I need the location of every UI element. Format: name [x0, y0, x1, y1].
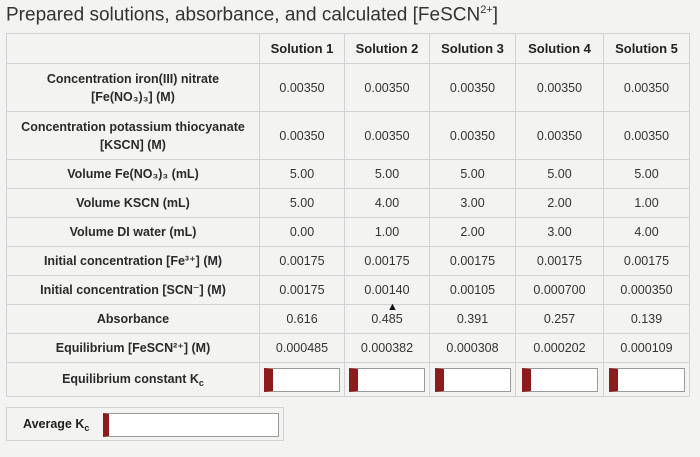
- cell: 3.00: [429, 188, 516, 218]
- cell: 0.00175: [603, 246, 690, 276]
- table-row: Volume Fe(NO₃)₃ (mL) 5.00 5.00 5.00 5.00…: [6, 159, 690, 189]
- kc-cell: [603, 362, 690, 397]
- cell: 5.00: [515, 159, 604, 189]
- col-solution-5: Solution 5: [603, 33, 690, 64]
- cell: 3.00: [515, 217, 604, 247]
- cell: 0.00105: [429, 275, 516, 305]
- cell: 0.000308: [429, 333, 516, 363]
- col-solution-2: Solution 2: [344, 33, 430, 64]
- table-row: Volume KSCN (mL) 5.00 4.00 3.00 2.00 1.0…: [6, 188, 690, 218]
- row-label: Initial concentration [Fe³⁺] (M): [6, 246, 260, 276]
- cell: 0.00: [259, 217, 345, 247]
- kc-cell: [429, 362, 516, 397]
- solutions-table: Solution 1 Solution 2 Solution 3 Solutio…: [6, 33, 690, 397]
- cell: 0.00175: [515, 246, 604, 276]
- row-label-line1: Concentration potassium thiocyanate: [21, 119, 245, 134]
- cell: 2.00: [429, 217, 516, 247]
- cell: 0.00350: [603, 63, 690, 112]
- cell: 0.000700: [515, 275, 604, 305]
- cell: 0.00350: [515, 111, 604, 160]
- cell: 0.00175: [259, 246, 345, 276]
- row-label: Volume Fe(NO₃)₃ (mL): [6, 159, 260, 189]
- row-label: Volume KSCN (mL): [6, 188, 260, 218]
- row-label: Initial concentration [SCN⁻] (M): [6, 275, 260, 305]
- cell: 0.00350: [515, 63, 604, 112]
- kc-cell: [344, 362, 430, 397]
- cell: 0.616: [259, 304, 345, 334]
- kc-label: Equilibrium constant K: [62, 372, 199, 386]
- cell: 5.00: [429, 159, 516, 189]
- kc-cell: [515, 362, 604, 397]
- cell: 5.00: [259, 159, 345, 189]
- kc-input-3[interactable]: [434, 367, 511, 392]
- cell: 0.00350: [603, 111, 690, 160]
- table-row: Initial concentration [Fe³⁺] (M) 0.00175…: [6, 246, 690, 276]
- col-solution-3: Solution 3: [429, 33, 516, 64]
- header-row: Solution 1 Solution 2 Solution 3 Solutio…: [6, 33, 690, 64]
- title-end: ]: [492, 4, 499, 26]
- title-sup: 2+: [480, 4, 493, 16]
- corner-cell: [6, 33, 260, 64]
- cell: 2.00: [515, 188, 604, 218]
- cell: 4.00: [344, 188, 430, 218]
- row-label-line2: [Fe(NO₃)₃] (M): [91, 89, 175, 104]
- kc-label-sub: c: [198, 378, 204, 388]
- cell: 0.391: [429, 304, 516, 334]
- title-main: Prepared solutions, absorbance, and calc…: [6, 4, 481, 26]
- row-label-line1: Concentration iron(III) nitrate: [46, 71, 220, 86]
- table-row: Initial concentration [SCN⁻] (M) 0.00175…: [6, 275, 690, 305]
- cell: 0.000109: [603, 333, 690, 363]
- average-kc-input[interactable]: [103, 413, 279, 437]
- cell: 0.00140: [344, 275, 430, 305]
- row-label: Equilibrium [FeSCN²⁺] (M): [6, 333, 260, 363]
- row-label-line2: [KSCN] (M): [100, 137, 166, 152]
- cell: 1.00: [603, 188, 690, 218]
- average-label-text: Average K: [23, 417, 85, 431]
- cell: 0.00350: [344, 63, 430, 112]
- cell: 0.257: [515, 304, 604, 334]
- cell: 0.00350: [344, 111, 430, 160]
- cell: 0.00175: [259, 275, 345, 305]
- kc-row: Equilibrium constant Kc: [6, 362, 690, 397]
- kc-input-1[interactable]: [264, 367, 340, 392]
- cell: 5.00: [603, 159, 690, 189]
- cell: 0.00350: [259, 63, 345, 112]
- average-kc-label: Average Kc: [23, 417, 90, 433]
- cell: 0.000350: [603, 275, 690, 305]
- col-solution-1: Solution 1: [259, 33, 345, 64]
- average-label-sub: c: [84, 423, 90, 433]
- cell: 1.00: [344, 217, 430, 247]
- cell: 0.485: [344, 304, 430, 334]
- cell: 0.00350: [429, 63, 516, 112]
- row-label: Equilibrium constant Kc: [6, 362, 260, 397]
- cell: 0.139: [603, 304, 690, 334]
- cell: 0.00175: [429, 246, 516, 276]
- kc-input-2[interactable]: [349, 367, 425, 392]
- col-solution-4: Solution 4: [515, 33, 604, 64]
- cell: 5.00: [259, 188, 345, 218]
- table-row: Equilibrium [FeSCN²⁺] (M) 0.000485 0.000…: [6, 333, 690, 363]
- cell: 0.00350: [429, 111, 516, 160]
- cell: 0.00350: [259, 111, 345, 160]
- kc-input-4[interactable]: [521, 367, 598, 392]
- cell: 0.00175: [344, 246, 430, 276]
- row-label: Concentration potassium thiocyanate [KSC…: [6, 111, 260, 160]
- average-kc-box: Average Kc: [6, 407, 284, 441]
- row-label: Volume DI water (mL): [6, 217, 260, 247]
- table-row: Absorbance 0.616 0.485 0.391 0.257 0.139: [6, 304, 690, 334]
- table-row: Volume DI water (mL) 0.00 1.00 2.00 3.00…: [6, 217, 690, 247]
- cell: 0.000382: [344, 333, 430, 363]
- kc-input-5[interactable]: [608, 367, 685, 392]
- cell: 0.000202: [515, 333, 604, 363]
- row-label: Concentration iron(III) nitrate [Fe(NO₃)…: [6, 63, 260, 112]
- cell: 5.00: [344, 159, 430, 189]
- mouse-pointer-icon: ▲: [387, 301, 398, 313]
- table-row: Concentration iron(III) nitrate [Fe(NO₃)…: [6, 63, 690, 112]
- cell: 4.00: [603, 217, 690, 247]
- cell: 0.000485: [259, 333, 345, 363]
- table-row: Concentration potassium thiocyanate [KSC…: [6, 111, 690, 160]
- page-title: Prepared solutions, absorbance, and calc…: [6, 4, 498, 26]
- row-label: Absorbance: [6, 304, 260, 334]
- kc-cell: [259, 362, 345, 397]
